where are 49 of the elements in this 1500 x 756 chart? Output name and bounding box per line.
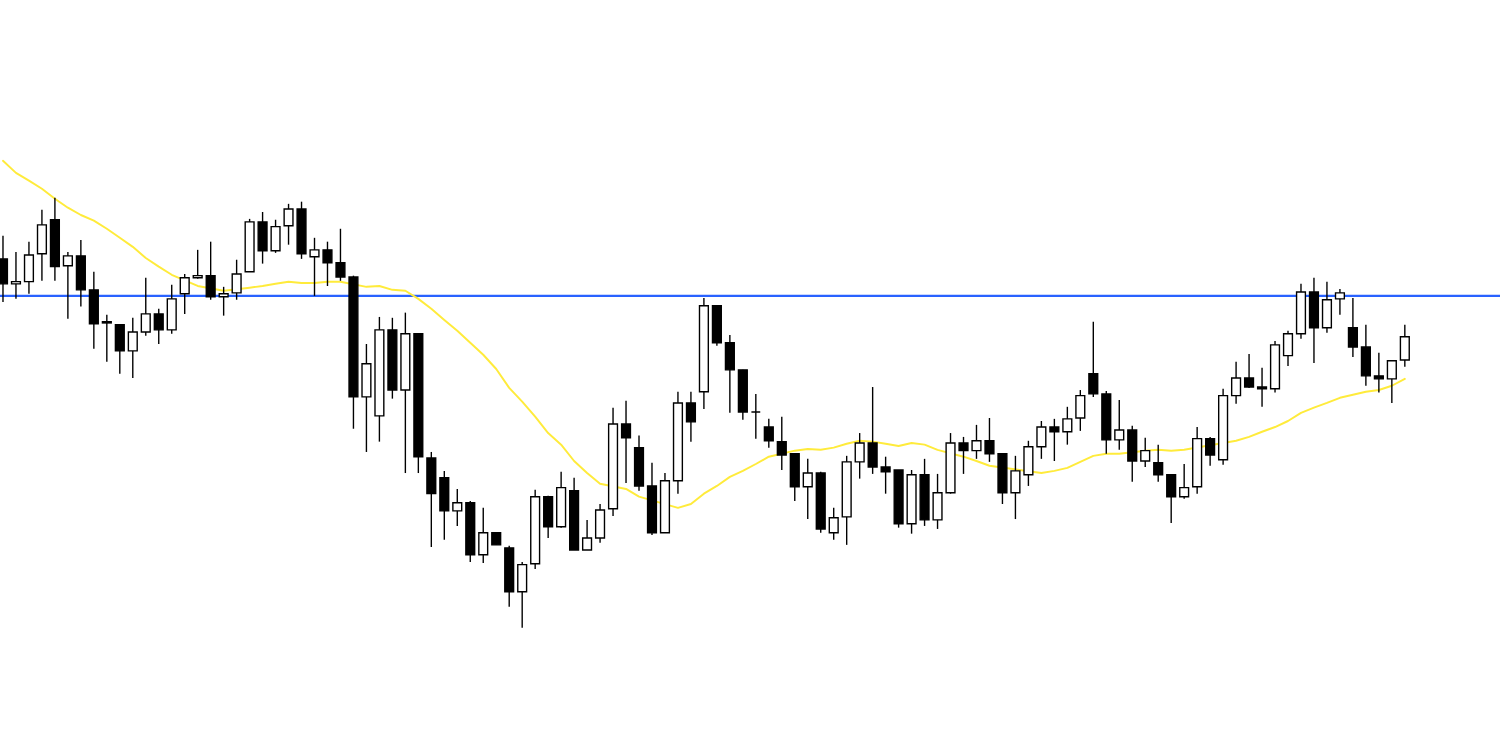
candlestick — [828, 507, 839, 541]
candlestick — [62, 251, 73, 320]
candlestick — [153, 308, 164, 345]
candlestick — [1373, 351, 1384, 394]
candlestick — [205, 240, 216, 301]
candlestick — [1179, 463, 1190, 500]
candlestick — [958, 436, 969, 475]
candlestick — [1140, 437, 1151, 468]
candlestick — [283, 203, 294, 246]
candlestick — [452, 488, 463, 527]
candlestick — [581, 519, 593, 551]
candlestick — [763, 418, 774, 449]
candlestick — [1166, 474, 1177, 524]
candlestick — [478, 507, 489, 564]
candlestick — [1075, 389, 1086, 432]
candlestick — [1036, 420, 1047, 460]
candlestick — [1153, 443, 1164, 483]
candlestick — [620, 400, 632, 484]
candlestick — [1399, 323, 1410, 368]
candlestick — [1088, 320, 1099, 398]
candlestick — [1256, 366, 1268, 408]
candlestick — [218, 286, 229, 317]
candlestick — [1049, 418, 1060, 462]
candlestick — [309, 237, 320, 297]
candlestick — [685, 391, 697, 443]
candlestick — [127, 317, 138, 379]
candlestick — [1386, 359, 1397, 404]
candlestick — [1205, 436, 1216, 467]
candlestick — [1010, 455, 1021, 520]
candlestick — [335, 228, 346, 282]
candlestick — [1062, 406, 1073, 446]
candlestick — [971, 424, 982, 460]
candlestick — [322, 240, 333, 287]
candlestick — [1243, 353, 1255, 389]
candlestick — [854, 432, 865, 480]
candlestick — [880, 456, 891, 495]
candlestick — [1334, 288, 1346, 316]
candlestick — [140, 277, 151, 337]
candlestick — [1230, 360, 1242, 405]
candlestick — [776, 416, 787, 471]
candlestick — [101, 314, 112, 363]
candlestick — [231, 259, 242, 301]
candlestick — [1114, 399, 1125, 451]
candlestick — [802, 458, 813, 520]
candlestick — [179, 273, 190, 315]
candlestick — [1282, 330, 1294, 367]
candlestick — [1347, 297, 1359, 358]
candlestick — [984, 417, 995, 463]
candlestick — [10, 251, 22, 300]
